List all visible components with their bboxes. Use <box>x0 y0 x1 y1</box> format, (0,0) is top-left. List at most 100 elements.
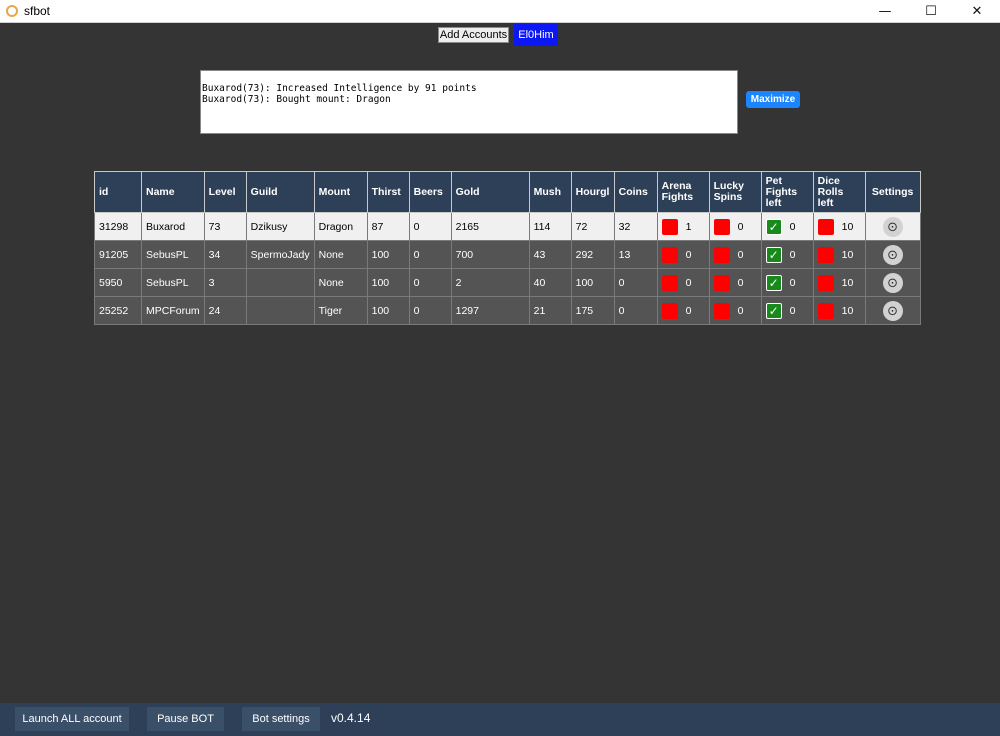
gear-icon[interactable]: ⊙ <box>882 272 903 293</box>
cell-hourgl: 72 <box>570 212 615 241</box>
arena-status-indicator[interactable] <box>661 218 678 235</box>
header-pet-line2: Fights <box>765 185 798 198</box>
bottom-bar: Launch ALL account Pause BOT Bot setting… <box>0 703 1000 736</box>
cell-name: MPCForum <box>141 296 205 325</box>
cell-thirst: 100 <box>366 268 410 297</box>
header-mush: Mush <box>528 171 572 213</box>
cell-level: 24 <box>203 296 247 325</box>
cell-mount: Tiger <box>313 296 368 325</box>
gear-icon[interactable]: ⊙ <box>882 300 903 321</box>
cell-id: 91205 <box>94 240 142 269</box>
table-row[interactable]: 5950 SebusPL 3 None 100 0 2 40 100 0 0 0… <box>94 268 921 297</box>
cell-settings: ⊙ <box>864 240 921 269</box>
arena-count: 0 <box>685 276 692 289</box>
table-row[interactable]: 91205 SebusPL 34 SpermoJady None 100 0 7… <box>94 240 921 269</box>
lucky-count: 0 <box>737 248 744 261</box>
user-button[interactable]: El0Him <box>514 24 558 46</box>
header-pet-fights-left: Pet Fights left <box>760 171 814 213</box>
header-dice-rolls-left: Dice Rolls left <box>812 171 866 213</box>
header-lucky-spins: Lucky Spins <box>708 171 762 213</box>
header-coins: Coins <box>613 171 658 213</box>
cell-hourgl: 292 <box>570 240 615 269</box>
header-gold: Gold <box>450 171 530 213</box>
dice-status-indicator[interactable] <box>817 246 834 263</box>
lucky-status-indicator[interactable] <box>713 302 730 319</box>
cell-beers: 0 <box>408 240 452 269</box>
table-row[interactable]: 25252 MPCForum 24 Tiger 100 0 1297 21 17… <box>94 296 921 325</box>
cell-id: 25252 <box>94 296 142 325</box>
gear-icon[interactable]: ⊙ <box>882 216 903 237</box>
maximize-window-button[interactable]: ☐ <box>925 3 937 19</box>
arena-status-indicator[interactable] <box>661 246 678 263</box>
maximize-log-button[interactable]: Maximize <box>746 91 800 108</box>
cell-level: 34 <box>203 240 247 269</box>
dice-status-indicator[interactable] <box>817 302 834 319</box>
cell-lucky: 0 <box>708 268 762 297</box>
cell-settings: ⊙ <box>864 268 921 297</box>
header-settings: Settings <box>864 171 921 213</box>
dice-count: 10 <box>841 248 854 261</box>
cell-mush: 114 <box>528 212 572 241</box>
header-dice-line3: left <box>817 196 834 209</box>
cell-dice: 10 <box>812 240 866 269</box>
cell-lucky: 0 <box>708 212 762 241</box>
cell-coins: 32 <box>613 212 658 241</box>
add-accounts-button[interactable]: Add Accounts <box>438 27 509 43</box>
cell-mush: 21 <box>528 296 572 325</box>
header-pet-line1: Pet <box>765 174 782 187</box>
header-pet-line3: left <box>765 196 782 209</box>
log-output[interactable]: Buxarod(73): Increased Intelligence by 9… <box>200 70 738 134</box>
cell-guild: SpermoJady <box>245 240 315 269</box>
lucky-status-indicator[interactable] <box>713 274 730 291</box>
cell-arena: 0 <box>656 296 710 325</box>
cell-lucky: 0 <box>708 296 762 325</box>
pet-count: 0 <box>789 220 796 233</box>
cell-thirst: 100 <box>366 296 410 325</box>
bot-settings-button[interactable]: Bot settings <box>242 707 320 731</box>
minimize-button[interactable]: — <box>878 3 892 19</box>
pet-count: 0 <box>789 248 796 261</box>
cell-mush: 40 <box>528 268 572 297</box>
arena-count: 0 <box>685 304 692 317</box>
dice-status-indicator[interactable] <box>817 274 834 291</box>
table-row[interactable]: 31298 Buxarod 73 Dzikusy Dragon 87 0 216… <box>94 212 921 241</box>
pet-check-icon[interactable]: ✓ <box>765 246 782 263</box>
pet-check-icon[interactable]: ✓ <box>765 218 782 235</box>
cell-beers: 0 <box>408 268 452 297</box>
lucky-status-indicator[interactable] <box>713 218 730 235</box>
cell-mush: 43 <box>528 240 572 269</box>
pet-check-icon[interactable]: ✓ <box>765 302 782 319</box>
launch-all-button[interactable]: Launch ALL account <box>15 707 129 731</box>
cell-arena: 0 <box>656 268 710 297</box>
cell-beers: 0 <box>408 296 452 325</box>
lucky-status-indicator[interactable] <box>713 246 730 263</box>
pet-check-icon[interactable]: ✓ <box>765 274 782 291</box>
gear-icon[interactable]: ⊙ <box>882 244 903 265</box>
cell-name: Buxarod <box>141 212 205 241</box>
close-button[interactable]: ✕ <box>971 3 983 19</box>
lucky-count: 0 <box>737 304 744 317</box>
cell-gold: 2165 <box>450 212 530 241</box>
cell-hourgl: 100 <box>570 268 615 297</box>
accounts-table: id Name Level Guild Mount Thirst Beers G… <box>94 171 921 325</box>
header-dice-line1: Dice <box>817 174 840 187</box>
header-dice-line2: Rolls <box>817 185 844 198</box>
pause-bot-button[interactable]: Pause BOT <box>147 707 224 731</box>
header-mount: Mount <box>313 171 368 213</box>
cell-settings: ⊙ <box>864 296 921 325</box>
cell-name: SebusPL <box>141 240 205 269</box>
cell-pet: ✓ 0 <box>760 296 814 325</box>
cell-guild: Dzikusy <box>245 212 315 241</box>
pet-count: 0 <box>789 276 796 289</box>
cell-pet: ✓ 0 <box>760 240 814 269</box>
cell-arena: 1 <box>656 212 710 241</box>
header-arena-fights: Arena Fights <box>656 171 710 213</box>
cell-dice: 10 <box>812 296 866 325</box>
dice-status-indicator[interactable] <box>817 218 834 235</box>
cell-guild <box>245 296 315 325</box>
arena-status-indicator[interactable] <box>661 274 678 291</box>
arena-status-indicator[interactable] <box>661 302 678 319</box>
log-line: Buxarod(73): Increased Intelligence by 9… <box>202 83 477 94</box>
lucky-count: 0 <box>737 220 744 233</box>
cell-gold: 700 <box>450 240 530 269</box>
